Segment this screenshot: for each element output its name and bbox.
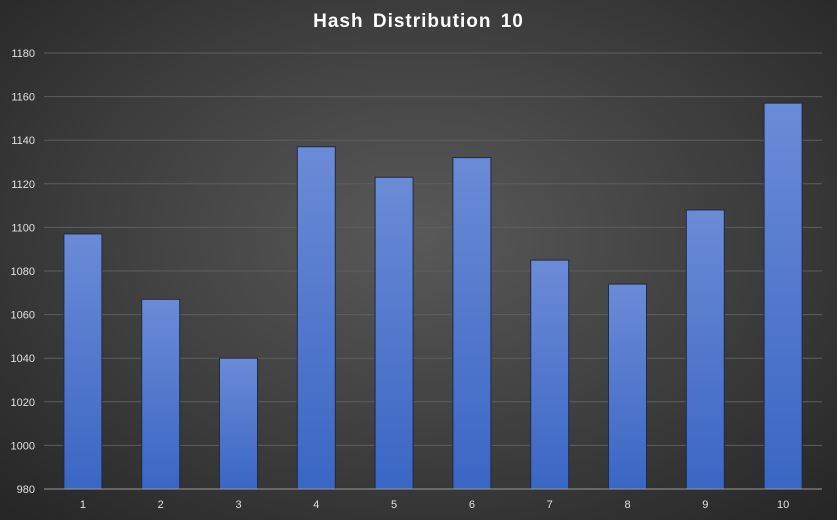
x-tick-label: 5 [391, 499, 397, 511]
bar [530, 259, 570, 490]
chart-title: Hash Distribution 10 [313, 11, 524, 32]
bar [63, 233, 103, 490]
bar [296, 146, 336, 490]
bar [141, 298, 181, 490]
bar [763, 102, 803, 490]
x-tick-label: 9 [702, 499, 708, 511]
y-tick-label: 1080 [11, 266, 35, 278]
bar [685, 209, 725, 490]
x-tick-label: 3 [235, 499, 241, 511]
x-tick-label: 1 [80, 499, 86, 511]
y-tick-label: 1160 [11, 92, 35, 104]
bar [219, 357, 258, 490]
x-tick-label: 6 [469, 499, 475, 511]
bars [63, 102, 803, 490]
y-tick-label: 1060 [11, 310, 35, 322]
y-tick-label: 1000 [11, 440, 35, 452]
y-tick-label: 1100 [11, 222, 35, 234]
bar [452, 157, 492, 490]
y-tick-label: 1120 [11, 179, 35, 191]
bar [608, 283, 647, 490]
x-tick-label: 4 [313, 499, 319, 511]
bar [374, 176, 414, 490]
x-tick-label: 8 [624, 499, 630, 511]
x-axis-ticks: 1 2 3 4 5 6 7 8 9 10 [80, 499, 789, 511]
x-tick-label: 7 [547, 499, 553, 511]
y-tick-label: 1020 [11, 397, 35, 409]
y-tick-label: 1140 [11, 135, 35, 147]
x-tick-label: 10 [777, 499, 789, 511]
x-tick-label: 2 [158, 499, 164, 511]
y-tick-label: 1180 [11, 48, 35, 60]
y-tick-label: 980 [17, 484, 35, 496]
y-axis-ticks: 980 1000 1020 1040 1060 1080 1100 1120 1140 1160 1… [11, 48, 35, 496]
y-tick-label: 1040 [11, 353, 35, 365]
